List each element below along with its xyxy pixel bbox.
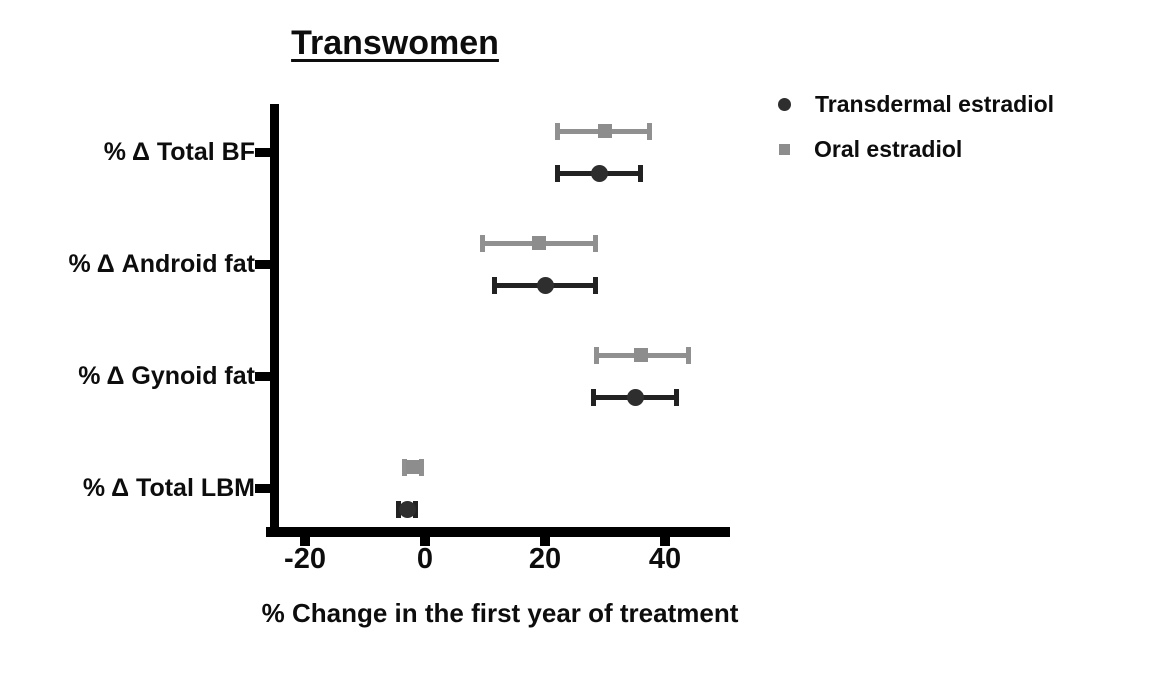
error-bar-cap-right (419, 459, 424, 476)
error-bar-cap-left (594, 347, 599, 364)
data-point-circle (627, 389, 644, 406)
data-point-circle (399, 501, 416, 518)
x-axis-tick (540, 537, 550, 546)
circle-marker-icon (778, 98, 791, 111)
x-axis-line (266, 527, 730, 537)
error-bar-cap-right (686, 347, 691, 364)
square-marker-icon (779, 144, 790, 155)
data-point-circle (591, 165, 608, 182)
error-bar-cap-left (396, 501, 401, 518)
data-point-square (532, 236, 546, 250)
data-point-square (598, 124, 612, 138)
x-axis-tick (660, 537, 670, 546)
error-bar-cap-right (674, 389, 679, 406)
category-label: % Δ Android fat (68, 250, 255, 278)
y-axis-tick (255, 260, 270, 269)
legend: Transdermal estradiol Oral estradiol (778, 82, 1054, 172)
data-point-circle (537, 277, 554, 294)
x-tick-label: 20 (528, 543, 562, 575)
data-point-square (634, 348, 648, 362)
chart-title: Transwomen (291, 24, 499, 62)
error-bar-cap-right (647, 123, 652, 140)
x-tick-label: 0 (416, 543, 434, 575)
x-axis-tick (420, 537, 430, 546)
error-bar-cap-left (591, 389, 596, 406)
y-axis-line (270, 104, 279, 537)
legend-label: Transdermal estradiol (815, 91, 1055, 117)
error-bar-cap-left (402, 459, 407, 476)
y-axis-tick (255, 148, 270, 157)
category-label: % Δ Gynoid fat (78, 362, 255, 390)
error-bar-cap-right (593, 235, 598, 252)
x-tick-label: 40 (648, 543, 682, 575)
x-axis-label: % Change in the first year of treatment (261, 598, 739, 628)
error-bar-cap-right (593, 277, 598, 294)
x-tick-label: -20 (284, 543, 326, 575)
error-bar-cap-left (555, 165, 560, 182)
error-bar-cap-left (480, 235, 485, 252)
category-label: % Δ Total LBM (82, 474, 255, 502)
y-axis-tick (255, 484, 270, 493)
data-point-square (406, 460, 420, 474)
error-bar-cap-left (555, 123, 560, 140)
legend-item-oral: Oral estradiol (778, 127, 1054, 172)
error-bar-cap-right (638, 165, 643, 182)
error-bar-cap-left (492, 277, 497, 294)
x-axis-tick (300, 537, 310, 546)
y-axis-tick (255, 372, 270, 381)
category-label: % Δ Total BF (103, 138, 255, 166)
legend-label: Oral estradiol (814, 136, 963, 162)
legend-item-transdermal: Transdermal estradiol (778, 82, 1054, 127)
